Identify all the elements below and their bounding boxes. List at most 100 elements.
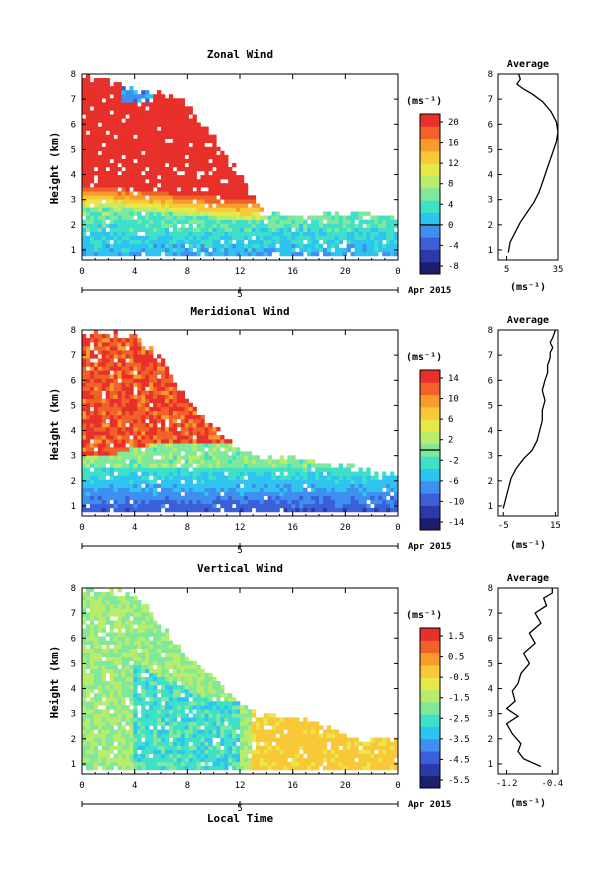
heatmap-cell [259, 239, 264, 245]
heatmap-cell [382, 227, 387, 232]
heatmap-cell [89, 721, 95, 726]
heatmap-cell [89, 171, 95, 176]
heatmap-cell [82, 110, 87, 115]
heatmap-cell [113, 239, 118, 245]
heatmap-cell [149, 142, 154, 148]
heatmap-cell [263, 491, 268, 497]
heatmap-cell [85, 215, 91, 220]
heatmap-cell [168, 705, 174, 710]
heatmap-cell [121, 126, 126, 131]
heatmap-cell [390, 227, 395, 232]
heatmap-cell [394, 495, 399, 501]
heatmap-cell [89, 150, 95, 156]
heatmap-cell [153, 427, 158, 432]
heatmap-cell [240, 191, 245, 196]
heatmap-cell [101, 717, 106, 722]
heatmap-cell [105, 507, 110, 513]
heatmap-cell [236, 459, 241, 464]
heatmap-cell [204, 495, 209, 501]
heatmap-cell [82, 94, 87, 99]
heatmap-cell [164, 729, 170, 734]
heatmap-cell [85, 455, 91, 460]
y-tick-label: 8 [71, 70, 76, 80]
heatmap-cell [342, 499, 347, 505]
heatmap-cell [101, 491, 106, 497]
heatmap-cell [176, 251, 182, 257]
heatmap-cell [121, 765, 126, 771]
heatmap-cell [279, 487, 284, 493]
heatmap-cell [164, 491, 170, 497]
heatmap-cell [105, 390, 110, 395]
heatmap-cell [334, 495, 340, 501]
heatmap-cell [101, 243, 106, 249]
heatmap-cell [113, 418, 118, 424]
heatmap-cell [141, 491, 146, 497]
heatmap-cell [275, 211, 280, 216]
heatmap-cell [390, 471, 395, 476]
heatmap-cell [93, 158, 99, 164]
heatmap-cell [101, 418, 106, 424]
heatmap-cell [97, 749, 103, 755]
heatmap-cell [283, 235, 288, 241]
heatmap-cell [358, 243, 363, 249]
heatmap-cell [89, 398, 95, 404]
heatmap-cell [129, 636, 134, 641]
heatmap-cell [184, 398, 189, 404]
heatmap-cell [161, 709, 166, 714]
heatmap-cell [161, 439, 166, 444]
average-y-tick-label: 3 [488, 196, 493, 206]
heatmap-cell [161, 102, 166, 107]
heatmap-cell [212, 471, 217, 476]
heatmap-cell [291, 499, 296, 505]
heatmap-cell [109, 640, 114, 645]
heatmap-cell [125, 491, 130, 497]
heatmap-cell [362, 499, 367, 505]
heatmap-cell [161, 471, 166, 476]
heatmap-cell [247, 239, 253, 245]
heatmap-cell [153, 118, 158, 123]
heatmap-cell [192, 447, 197, 452]
heatmap-cell [334, 215, 340, 220]
heatmap-cell [188, 414, 193, 420]
heatmap-cell [101, 713, 106, 718]
heatmap-cell [101, 628, 106, 633]
heatmap-cell [89, 374, 95, 379]
heatmap-cell [153, 199, 158, 204]
heatmap-cell [82, 191, 87, 196]
heatmap-cell [93, 648, 99, 653]
heatmap-cell [180, 697, 185, 702]
heatmap-cell [161, 499, 166, 505]
heatmap-cell [176, 644, 182, 649]
heatmap-cell [97, 175, 103, 180]
heatmap-cell [311, 499, 316, 505]
heatmap-cell [184, 721, 189, 726]
heatmap-cell [89, 435, 95, 440]
heatmap-cell [125, 227, 130, 232]
heatmap-cell [255, 471, 261, 476]
heatmap-cell [188, 753, 193, 759]
heatmap-cell [141, 652, 146, 658]
heatmap-cell [121, 235, 126, 241]
heatmap-cell [386, 491, 391, 497]
heatmap-cell [149, 701, 154, 706]
heatmap-cell [279, 243, 284, 249]
heatmap-cell [97, 98, 103, 103]
heatmap-cell [137, 499, 142, 505]
heatmap-cell [125, 138, 130, 144]
heatmap-cell [89, 98, 95, 103]
heatmap-cell [113, 503, 118, 509]
heatmap-cell [113, 142, 118, 148]
heatmap-cell [208, 499, 213, 505]
heatmap-cell [200, 179, 205, 184]
heatmap-cell [232, 235, 237, 241]
heatmap-cell [275, 475, 280, 480]
heatmap-cell [212, 499, 217, 505]
heatmap-cell [141, 451, 146, 456]
heatmap-cell [172, 154, 178, 160]
average-y-tick-label: 5 [488, 145, 493, 155]
heatmap-cell [240, 491, 245, 497]
heatmap-cell [168, 150, 174, 156]
heatmap-cell [121, 86, 126, 91]
heatmap-cell [101, 447, 106, 452]
heatmap-cell [117, 410, 122, 416]
